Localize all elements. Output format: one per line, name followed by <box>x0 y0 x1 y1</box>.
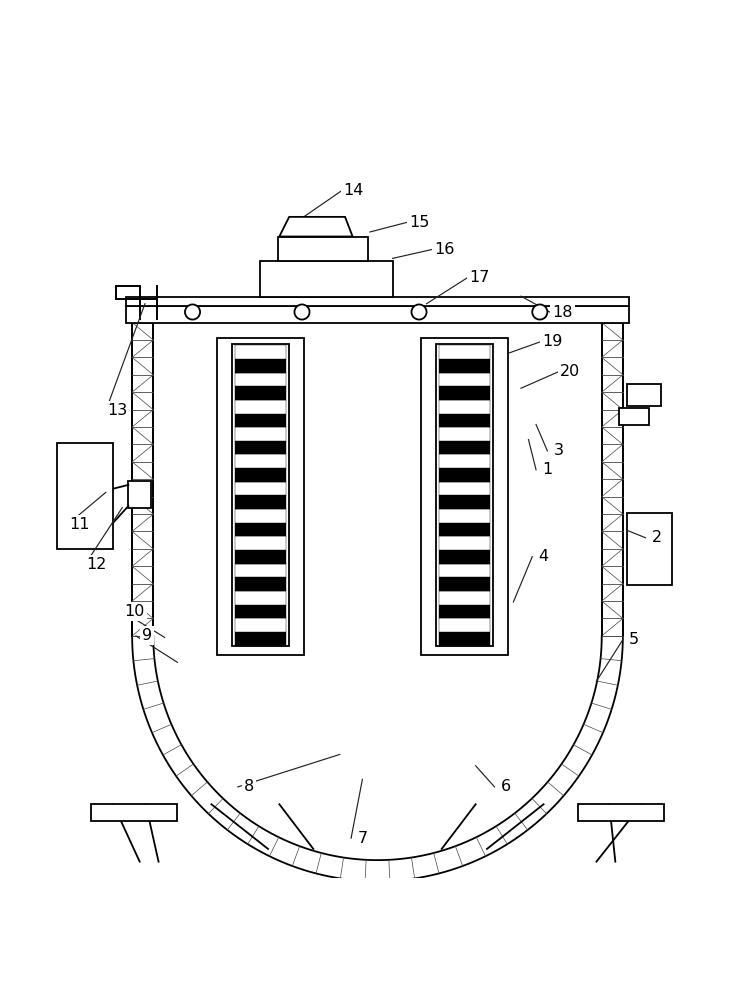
Bar <box>439 591 489 605</box>
Bar <box>439 400 489 414</box>
Bar <box>236 509 285 523</box>
Bar <box>412 893 427 909</box>
Bar <box>439 550 489 564</box>
Bar <box>439 482 489 495</box>
Text: 20: 20 <box>560 364 580 379</box>
Bar <box>439 523 489 536</box>
Bar <box>236 373 285 386</box>
Bar <box>439 386 489 400</box>
Bar <box>439 536 489 550</box>
Bar <box>236 482 285 495</box>
Bar <box>439 468 489 482</box>
Circle shape <box>294 304 310 320</box>
Bar <box>439 427 489 441</box>
Bar <box>627 384 661 406</box>
Bar <box>439 564 489 577</box>
Text: 5: 5 <box>629 632 639 647</box>
Bar <box>236 454 285 468</box>
Bar <box>236 414 285 427</box>
Bar <box>236 441 285 454</box>
Bar <box>236 618 285 632</box>
Text: 6: 6 <box>501 779 511 794</box>
Bar <box>236 400 285 414</box>
Bar <box>236 468 285 482</box>
Bar <box>236 550 285 564</box>
Circle shape <box>411 304 427 320</box>
Bar <box>217 338 304 655</box>
Bar <box>346 885 409 914</box>
Bar <box>126 306 629 323</box>
Text: 7: 7 <box>357 831 368 846</box>
Bar <box>236 359 285 373</box>
Bar <box>126 297 629 306</box>
Text: 9: 9 <box>142 628 153 643</box>
Bar <box>439 618 489 632</box>
Text: 10: 10 <box>125 604 144 619</box>
Circle shape <box>532 304 547 320</box>
Bar <box>439 509 489 523</box>
Bar <box>439 414 489 427</box>
Text: 14: 14 <box>344 183 363 198</box>
Text: 2: 2 <box>652 530 662 545</box>
Text: 3: 3 <box>553 443 564 458</box>
Text: 12: 12 <box>87 557 106 572</box>
Bar <box>233 344 288 646</box>
Bar <box>439 454 489 468</box>
Circle shape <box>185 304 200 320</box>
Text: 4: 4 <box>538 549 549 564</box>
Bar <box>260 261 393 297</box>
Bar <box>236 632 285 646</box>
Bar <box>236 427 285 441</box>
Bar <box>439 345 489 359</box>
Bar <box>436 344 492 646</box>
Bar <box>236 564 285 577</box>
Bar <box>278 237 368 261</box>
Bar <box>236 386 285 400</box>
Bar <box>236 495 285 509</box>
Text: 19: 19 <box>543 334 562 349</box>
Bar <box>439 359 489 373</box>
Bar <box>57 443 113 549</box>
Bar <box>439 577 489 591</box>
Bar <box>439 632 489 646</box>
Text: 18: 18 <box>552 305 573 320</box>
Text: 1: 1 <box>542 462 553 477</box>
Bar <box>236 605 285 618</box>
Text: 15: 15 <box>409 215 429 230</box>
Text: 13: 13 <box>107 403 127 418</box>
Bar <box>236 536 285 550</box>
Text: 8: 8 <box>244 779 254 794</box>
Bar <box>236 345 285 359</box>
Bar <box>439 605 489 618</box>
Text: 11: 11 <box>69 517 90 532</box>
Bar <box>578 804 664 821</box>
Polygon shape <box>279 217 353 237</box>
Text: 17: 17 <box>470 270 489 285</box>
Bar <box>236 591 285 605</box>
Bar <box>236 523 285 536</box>
Bar <box>439 373 489 386</box>
Text: 16: 16 <box>434 242 454 257</box>
Bar <box>421 338 507 655</box>
Bar <box>91 804 177 821</box>
Bar <box>627 513 672 585</box>
Bar <box>619 408 649 424</box>
Bar <box>236 577 285 591</box>
Bar <box>439 441 489 454</box>
Bar <box>128 481 151 508</box>
Bar <box>439 495 489 509</box>
